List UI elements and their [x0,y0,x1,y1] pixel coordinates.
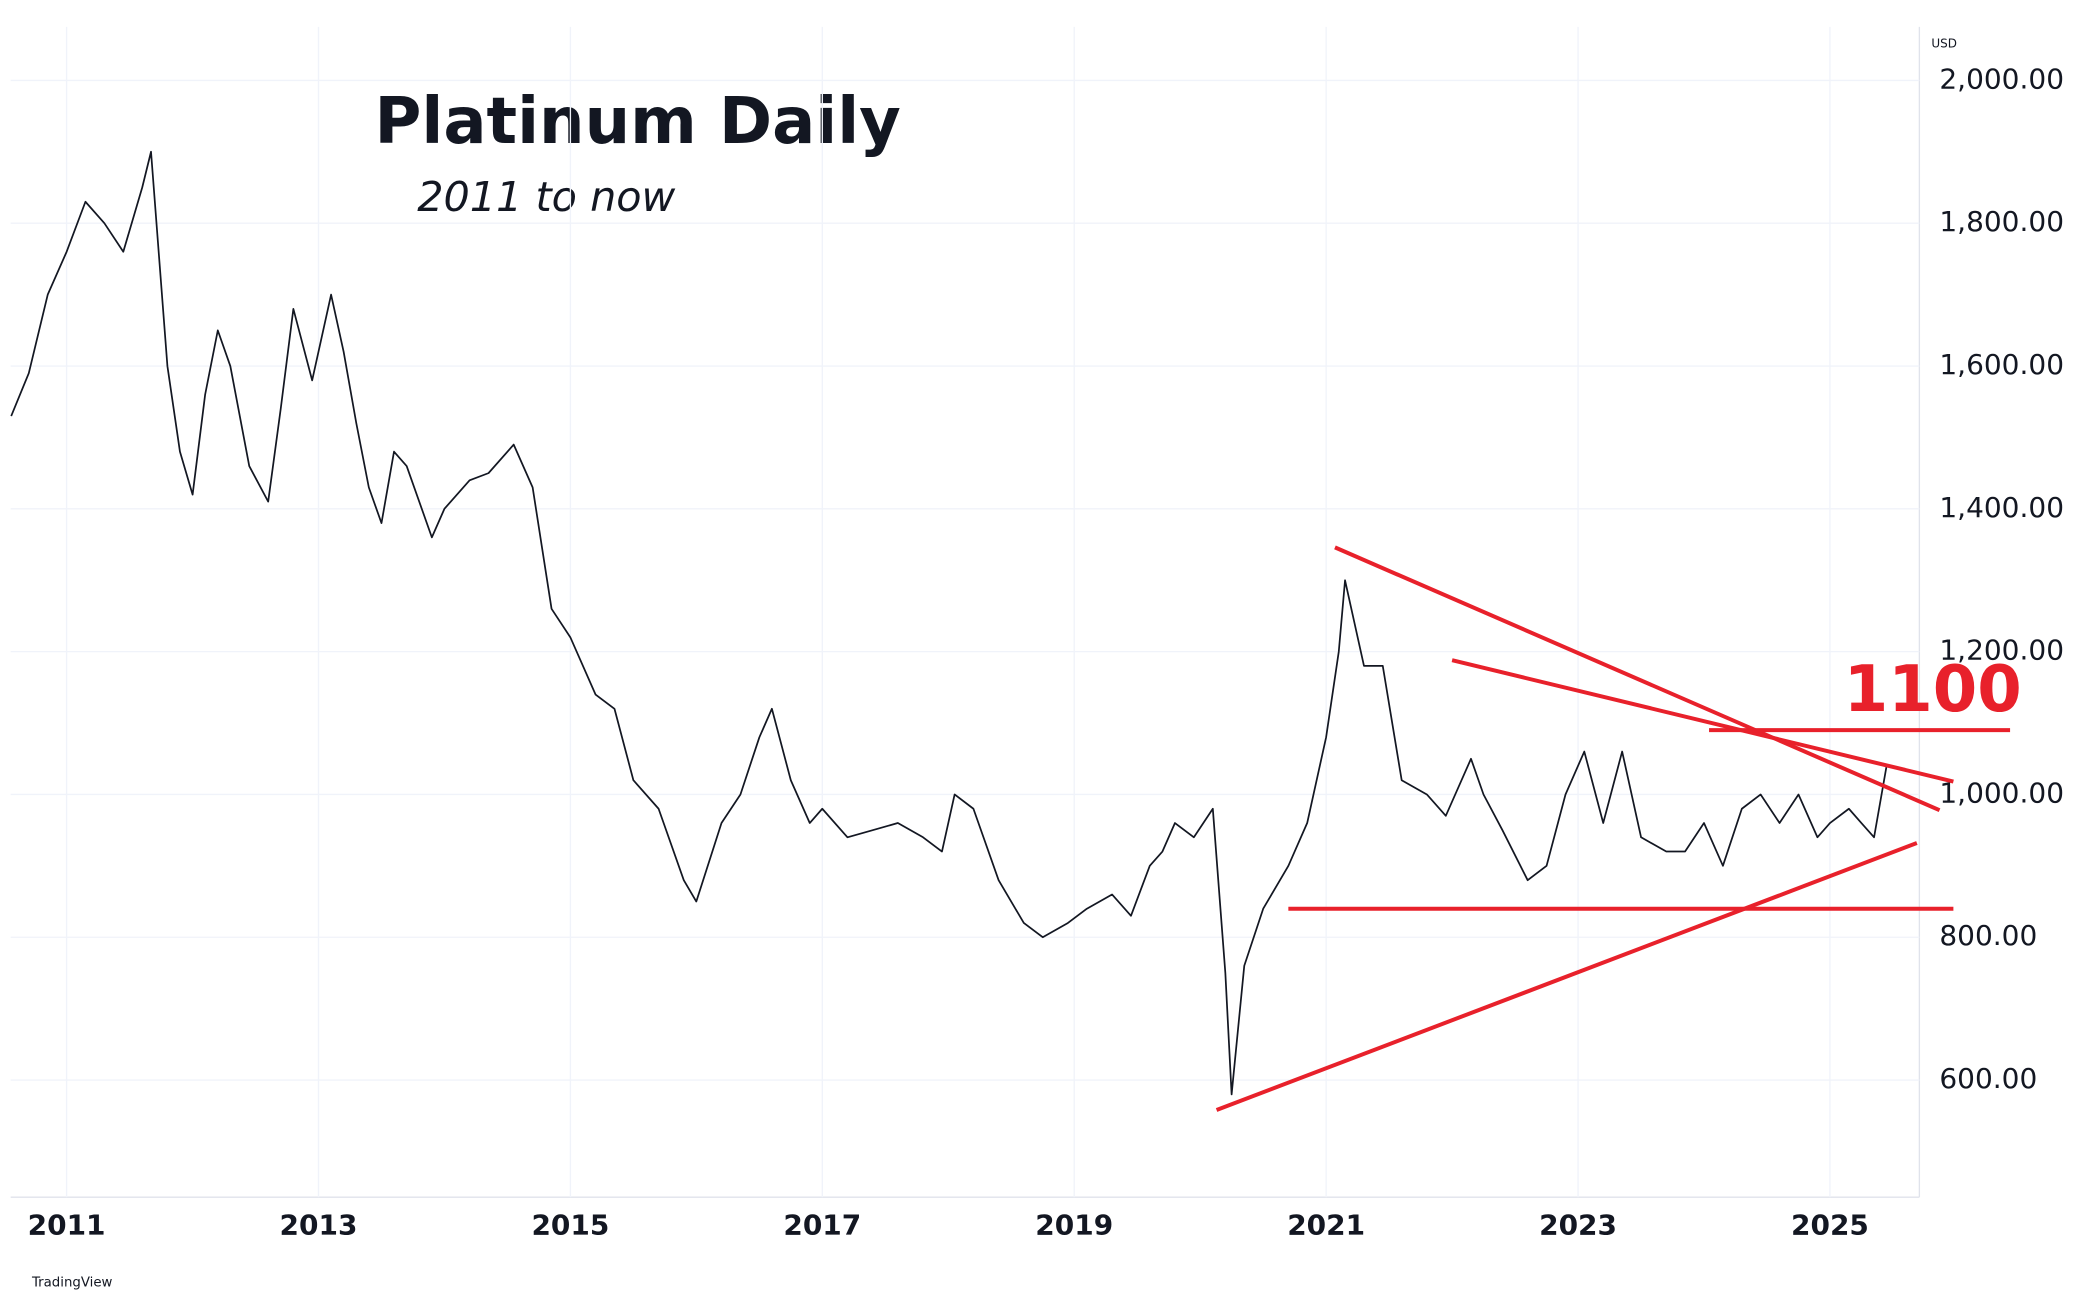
x-tick-label: 2025 [1791,1208,1869,1241]
price-line [10,150,1888,1096]
y-tick-label: 1,800.00 [1939,205,2064,238]
y-tick-label: 1,600.00 [1939,348,2064,381]
x-tick-label: 2017 [783,1208,861,1241]
annotation: 1100 [1844,653,2022,727]
x-tick-label: 2019 [1035,1208,1113,1241]
y-tick-label: 2,000.00 [1939,62,2064,95]
chart-subtitle: 2011 to now [417,173,675,221]
y-tick-label: 800.00 [1939,919,2037,952]
y-tick-label: 1,400.00 [1939,491,2064,524]
plot: 1100 [10,150,2022,1112]
trend-line [1215,841,1918,1112]
x-tick-label: 2021 [1287,1208,1365,1241]
trend-line [1334,545,1941,812]
currency-label: USD [1931,37,1957,51]
x-tick-label: 2013 [280,1208,358,1241]
watermark: TradingView [31,1275,113,1290]
y-tick-label: 1,000.00 [1939,776,2064,809]
x-tick-label: 2015 [531,1208,609,1241]
chart-title: Platinum Daily [375,85,901,159]
x-tick-label: 2023 [1539,1208,1617,1241]
x-tick-label: 2011 [28,1208,106,1241]
trend-line [1451,658,1954,784]
grid [10,26,1920,1198]
y-tick-label: 600.00 [1939,1062,2037,1095]
y-tick-label: 1,200.00 [1939,634,2064,667]
